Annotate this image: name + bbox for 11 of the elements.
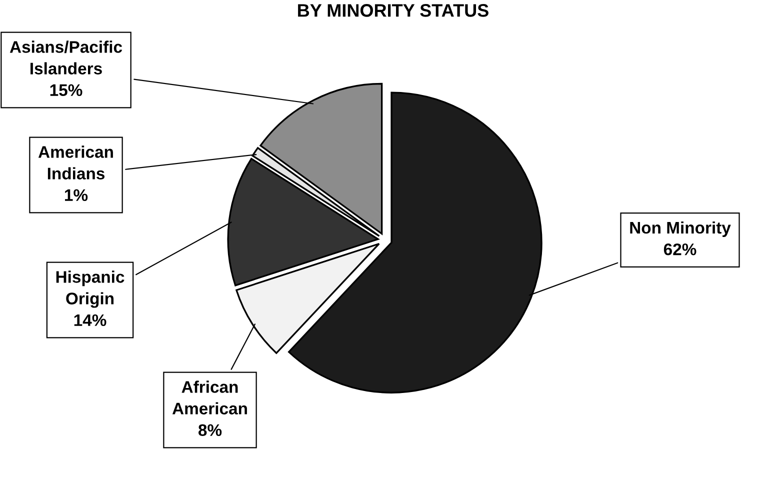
- slice-label: American Indians: [38, 146, 113, 180]
- slice-label: Asians/Pacific Islanders: [10, 40, 122, 74]
- data-label: 15%: [50, 84, 82, 96]
- chart-title: BY MINORITY STATUS: [298, 4, 488, 17]
- data-label: 8%: [198, 424, 222, 436]
- slice-label: Hispanic Origin: [56, 270, 124, 308]
- slice-label: Non Minority: [630, 221, 731, 237]
- data-label: 1%: [65, 189, 88, 202]
- data-label: 14%: [74, 314, 106, 326]
- slice-label: African American: [172, 380, 247, 414]
- data-label: 62%: [664, 243, 696, 256]
